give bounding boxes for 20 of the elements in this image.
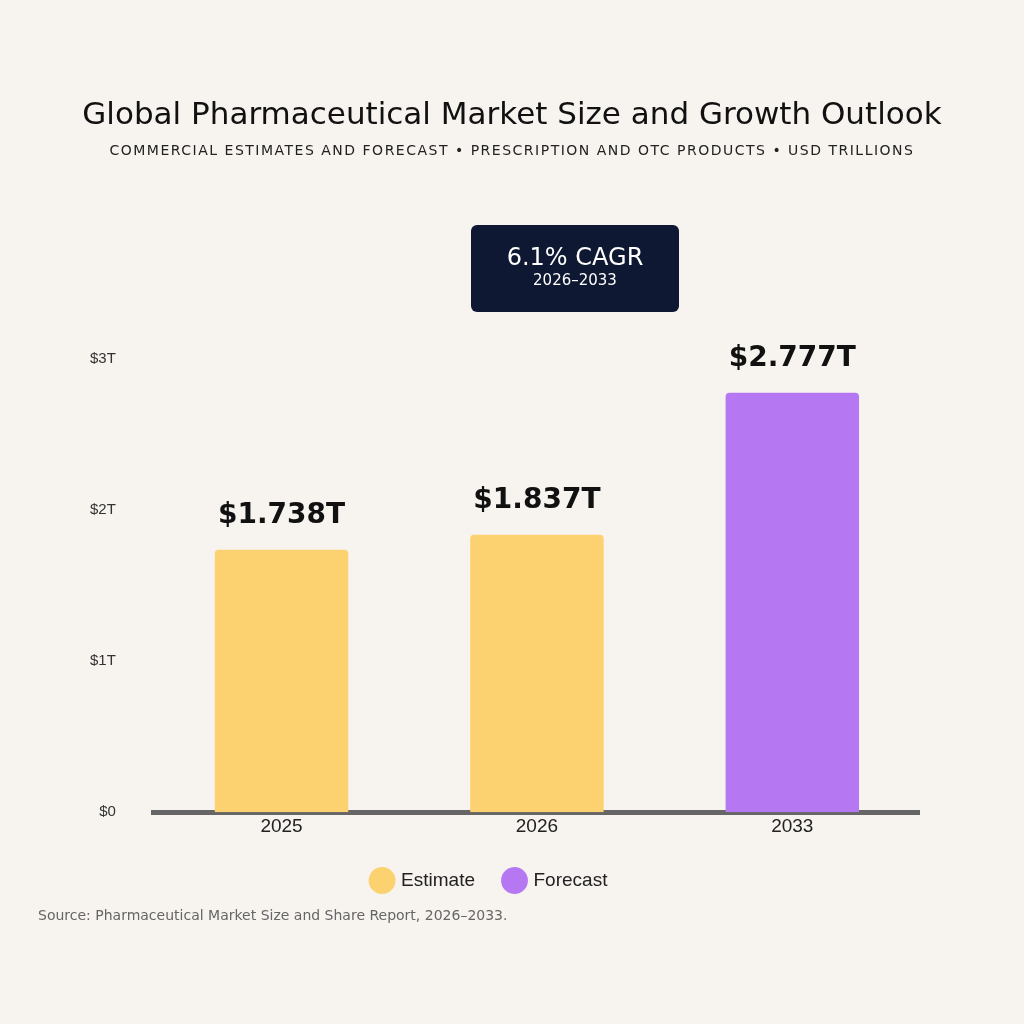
legend-label: Forecast	[533, 868, 609, 890]
x-tick-label: 2026	[515, 814, 559, 836]
data-label: $1.837T	[473, 481, 601, 515]
legend-label: Estimate	[401, 868, 476, 890]
y-tick-label: $3T	[89, 349, 116, 367]
chart-subtitle: COMMERCIAL ESTIMATES AND FORECAST • PRESCRIPTION AND OTC PRODUCTS • USD TRILLIONS	[108, 142, 916, 158]
y-tick-label: $2T	[89, 500, 116, 518]
data-label: $1.738T	[217, 496, 346, 530]
text: 6.1% CAGR	[505, 243, 645, 271]
x-tick-label: 2025	[260, 814, 303, 836]
y-tick-label: $0	[99, 802, 116, 820]
bar	[214, 549, 349, 813]
bar	[725, 392, 860, 813]
chart-title: Global Pharmaceutical Market Size and Growth Outlook	[81, 95, 943, 131]
y-tick-label: $1T	[89, 651, 116, 669]
bar	[470, 534, 604, 813]
data-label: $2.777T	[728, 339, 856, 373]
text: 2026–2033	[532, 271, 618, 289]
source-note: Source: Pharmaceutical Market Size and Share Report, 2026–2033.	[38, 907, 508, 923]
x-tick-label: 2033	[771, 814, 814, 836]
